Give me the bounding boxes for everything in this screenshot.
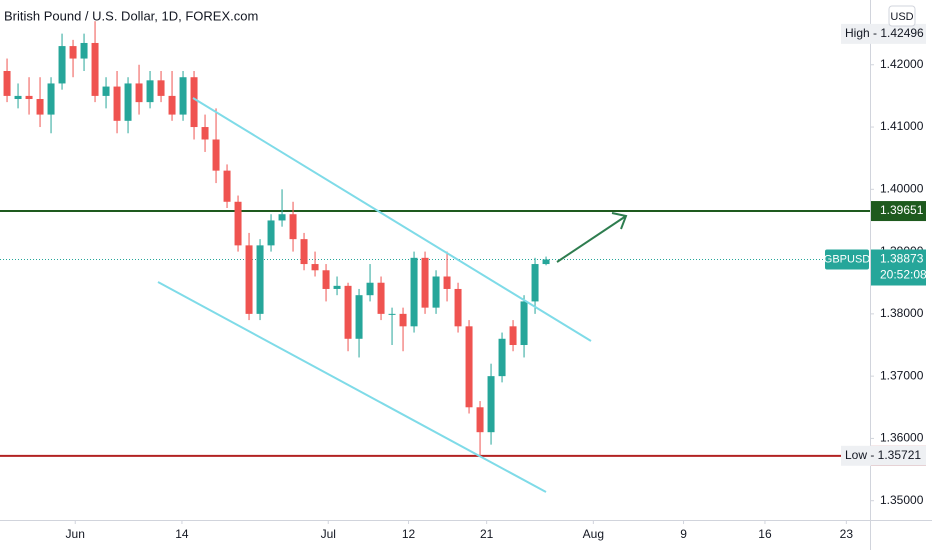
axis-layer: 1.350001.360001.370001.380001.390001.400… (66, 23, 927, 541)
candle-body (201, 127, 209, 140)
candle-body (190, 77, 198, 128)
candle-body (344, 285, 352, 339)
candle-body (498, 338, 506, 377)
channel-lower (157, 281, 547, 493)
candle-body (531, 264, 539, 302)
low-marker-label: Low - 1.35721 (845, 448, 921, 462)
hline-label-box (871, 201, 926, 222)
candle-body (25, 95, 33, 100)
candle-body (168, 95, 176, 115)
low-marker-box (841, 445, 926, 466)
candle-body (487, 376, 495, 433)
candle-body (432, 276, 440, 308)
candle-body (267, 220, 275, 246)
candle-body (223, 170, 231, 202)
x-tick-label: 14 (175, 527, 189, 541)
candle-body (36, 99, 44, 115)
x-tick-label: Aug (583, 527, 604, 541)
y-tick-label: 1.36000 (880, 431, 924, 445)
candle-body (58, 46, 66, 84)
currency: USD (890, 11, 913, 23)
candle-body (256, 245, 264, 314)
candle-body (454, 288, 462, 327)
arrow-head (611, 212, 628, 230)
hline-label: 1.39651 (880, 203, 924, 217)
candle-body (146, 80, 154, 103)
x-tick-label: 23 (840, 527, 854, 541)
candle-body (14, 95, 22, 100)
y-tick-label: 1.41000 (880, 119, 924, 133)
high-marker-box (841, 23, 926, 44)
channel-upper (192, 97, 592, 342)
y-tick-label: 1.42000 (880, 57, 924, 71)
candle-body (278, 214, 286, 221)
candle-body (311, 264, 319, 271)
countdown: 20:52:08 (880, 268, 927, 282)
candle-body (465, 326, 473, 408)
candle-body (212, 139, 220, 171)
candle-body (69, 46, 77, 59)
x-tick-label: 12 (402, 527, 416, 541)
candle-body (476, 407, 484, 433)
candle-body (245, 245, 253, 314)
candle-body (377, 282, 385, 314)
candle-body (124, 83, 132, 121)
candle-body (91, 42, 99, 96)
y-tick-label: 1.40000 (880, 181, 924, 195)
candle-body (102, 86, 110, 96)
y-tick-label: 1.35000 (880, 493, 924, 507)
candle-body (179, 77, 187, 115)
x-tick-label: 16 (758, 527, 772, 541)
x-tick-label: 21 (480, 527, 494, 541)
last-price-box (871, 249, 926, 286)
candle-body (355, 295, 363, 339)
candle-body (410, 257, 418, 327)
chart-title: British Pound / U.S. Dollar, 1D, FOREX.c… (4, 8, 258, 23)
currency-box (888, 5, 916, 27)
high-marker-label: High - 1.42496 (845, 26, 924, 40)
candle-body (234, 201, 242, 246)
candle-body (300, 239, 308, 265)
candle-body (157, 80, 165, 96)
candle-body (113, 86, 121, 121)
y-tick-label: 1.38000 (880, 306, 924, 320)
x-tick-label: Jul (321, 527, 336, 541)
candle-body (366, 282, 374, 296)
candle-body (421, 257, 429, 308)
candle-body (443, 276, 451, 289)
candle-body (3, 70, 11, 96)
symbol-label: GBPUSD (824, 253, 871, 265)
y-tick-label: 1.37000 (880, 368, 924, 382)
candle-body (135, 83, 143, 103)
candle-body (388, 313, 396, 315)
candle-body (520, 301, 528, 346)
candle-body (509, 326, 517, 346)
candle-body (322, 270, 330, 289)
candle-body (399, 313, 407, 327)
candle-body (80, 42, 88, 59)
plot-area (0, 21, 870, 457)
candle-body (47, 83, 55, 115)
candle-body (542, 259, 550, 265)
candle-body (333, 285, 341, 289)
x-tick-label: 9 (680, 527, 687, 541)
symbol-box (825, 249, 869, 270)
candle-body (289, 214, 297, 240)
x-tick-label: Jun (66, 527, 85, 541)
arrow-line (556, 215, 627, 263)
last-price-label: 1.38873 (880, 252, 924, 266)
